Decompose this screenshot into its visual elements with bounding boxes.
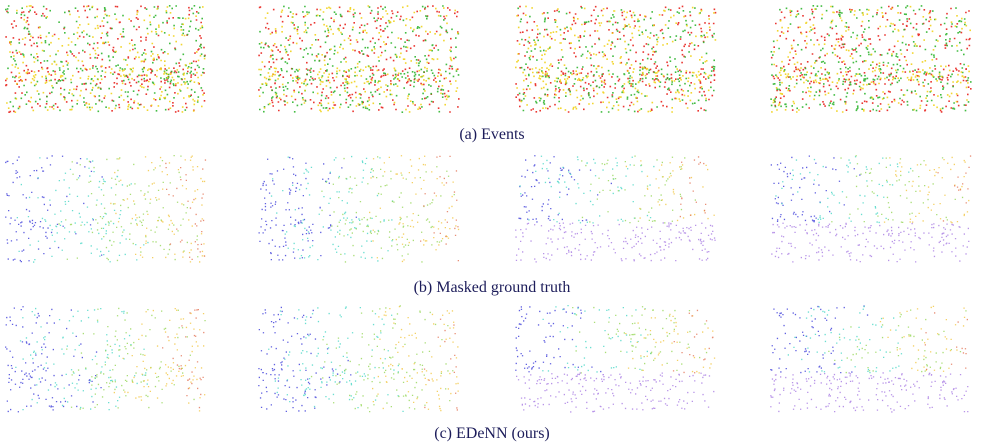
image-texture xyxy=(258,5,460,112)
image-texture xyxy=(259,157,358,261)
image-texture xyxy=(258,307,351,412)
image-texture xyxy=(114,308,206,412)
image-texture xyxy=(516,372,714,412)
figure: (a) Events (b) Masked ground truth (c) E… xyxy=(0,0,984,446)
image-texture xyxy=(771,223,969,263)
image-texture xyxy=(770,5,971,111)
image-texture xyxy=(775,156,911,223)
image-texture xyxy=(424,319,458,411)
panel-grid xyxy=(5,5,972,413)
image-texture xyxy=(880,306,965,372)
caption: (a) Events xyxy=(459,126,524,143)
image-texture xyxy=(673,310,714,374)
image-texture xyxy=(925,312,968,370)
image-texture xyxy=(770,305,868,373)
image-texture xyxy=(884,157,969,224)
image-texture xyxy=(515,306,601,372)
image-texture xyxy=(5,306,102,412)
image-texture xyxy=(165,159,206,260)
image-texture xyxy=(271,156,393,262)
image-texture xyxy=(6,5,205,113)
image-texture xyxy=(369,155,459,262)
image-texture xyxy=(515,222,716,262)
image-texture xyxy=(770,372,968,412)
image-texture xyxy=(58,155,198,261)
image-texture xyxy=(15,308,148,410)
image-texture xyxy=(311,305,454,412)
image-texture xyxy=(110,156,205,263)
caption: (b) Masked ground truth xyxy=(414,279,571,296)
image-texture xyxy=(162,309,204,408)
caption: (c) EDeNN (ours) xyxy=(434,425,550,442)
image-texture xyxy=(937,155,971,221)
image-texture xyxy=(581,156,696,224)
image-texture xyxy=(626,160,715,221)
image-texture xyxy=(572,306,707,373)
image-texture xyxy=(542,305,651,373)
image-texture xyxy=(5,155,103,262)
image-texture xyxy=(321,156,455,262)
image-texture xyxy=(17,157,149,262)
image-texture xyxy=(788,306,902,373)
image-texture xyxy=(831,155,963,223)
image-texture xyxy=(518,155,612,223)
image-texture xyxy=(66,308,206,410)
